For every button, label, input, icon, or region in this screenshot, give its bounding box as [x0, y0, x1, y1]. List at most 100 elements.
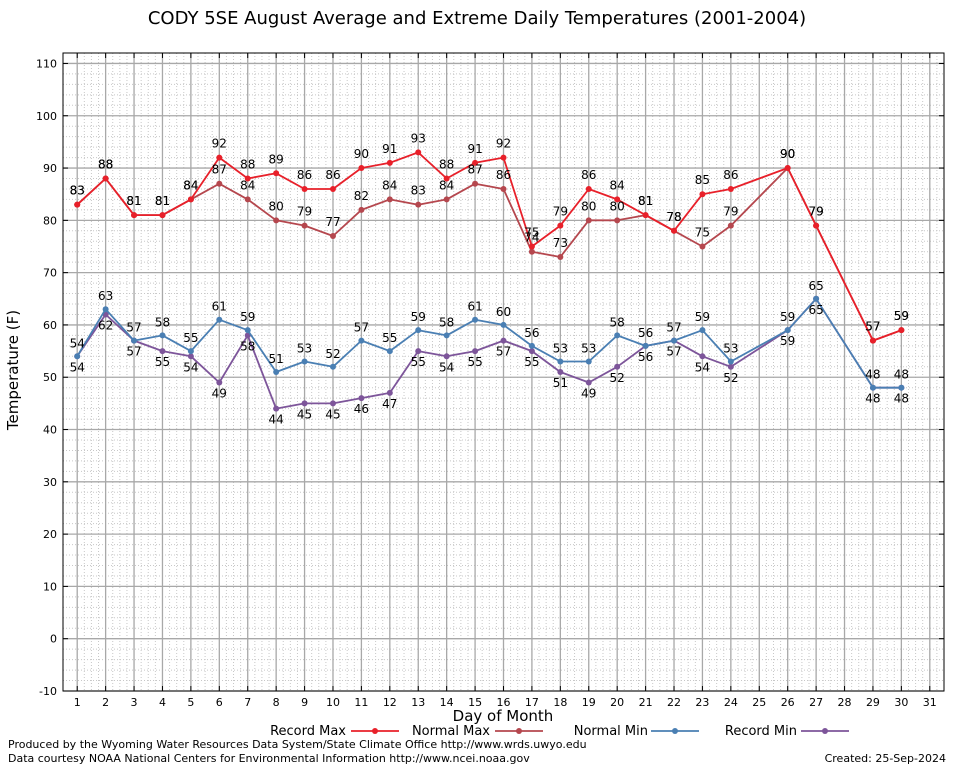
record-min-point	[216, 379, 223, 386]
x-tick-label: 12	[383, 696, 397, 709]
record-min-data-label: 49	[581, 386, 596, 400]
normal-min-data-label: 61	[212, 300, 227, 314]
record-min-data-label: 49	[212, 386, 227, 400]
record-max-data-label: 93	[411, 131, 426, 145]
record-min-point	[415, 348, 422, 355]
record-max-data-label: 84	[610, 178, 625, 192]
record-max-data-label: 86	[723, 168, 738, 182]
normal-max-point	[585, 217, 592, 224]
x-tick-label: 2	[102, 696, 109, 709]
x-tick-label: 28	[838, 696, 852, 709]
record-min-point	[614, 363, 621, 370]
record-max-point	[869, 337, 876, 344]
normal-max-data-label: 75	[695, 225, 710, 239]
normal-max-data-label: 86	[496, 168, 511, 182]
normal-min-point	[273, 369, 280, 375]
normal-min-data-label: 58	[155, 315, 170, 329]
record-min-data-label: 57	[496, 345, 511, 359]
record-max-point	[528, 243, 535, 250]
normal-min-point	[74, 353, 81, 360]
normal-min-point	[642, 342, 649, 349]
record-max-point	[329, 185, 336, 192]
normal-min-data-label: 57	[354, 321, 369, 335]
y-tick-label: 90	[43, 162, 57, 175]
x-tick-label: 21	[639, 696, 653, 709]
normal-min-data-label: 57	[126, 321, 141, 335]
series-group	[74, 149, 905, 412]
record-min-data-label: 55	[411, 355, 426, 369]
x-tick-label: 24	[724, 696, 738, 709]
normal-min-point	[187, 348, 194, 355]
normal-min-data-label: 59	[695, 310, 710, 324]
record-min-data-label: 65	[808, 303, 823, 317]
legend: Record Max Normal Max Normal Min Record Min	[270, 724, 849, 739]
x-tick-label: 15	[468, 696, 482, 709]
record-min-data-label: 58	[240, 339, 255, 353]
x-tick-label: 29	[866, 696, 880, 709]
record-min-point	[386, 389, 393, 396]
record-min-data-label: 45	[325, 407, 340, 421]
normal-min-point	[159, 332, 166, 339]
normal-max-point	[301, 222, 308, 229]
normal-min-data-label: 52	[325, 347, 340, 361]
normal-max-data-label: 74	[524, 231, 539, 245]
record-min-data-label: 48	[894, 392, 909, 406]
record-max-point	[472, 159, 479, 166]
data-labels: 83 88 81 81 84 92 88 89 86 86 90 91 93 88 91 92 75 79 86 84…	[70, 131, 909, 426]
record-max-data-label: 78	[666, 210, 681, 224]
normal-min-data-label: 59	[411, 310, 426, 324]
legend-label-normal-min: Normal Min	[574, 724, 648, 739]
record-max-point	[443, 175, 450, 182]
record-min-point	[472, 348, 479, 355]
normal-max-point	[415, 201, 422, 208]
x-tick-label: 10	[326, 696, 340, 709]
record-max-data-label: 57	[865, 320, 880, 334]
y-tick-label: -10	[39, 685, 57, 698]
record-max-point	[784, 165, 791, 172]
y-axis-title: Temperature (F)	[4, 310, 22, 431]
y-tick-label: 20	[43, 528, 57, 541]
record-max-data-label: 91	[467, 142, 482, 156]
x-tick-label: 6	[216, 696, 223, 709]
record-max-data-label: 88	[240, 158, 255, 172]
credit-line-1: Produced by the Wyoming Water Resources …	[8, 738, 587, 751]
normal-min-point	[813, 295, 820, 302]
normal-max-data-label: 80	[610, 199, 625, 213]
record-min-data-label: 51	[553, 376, 568, 390]
record-min-data-label: 45	[297, 407, 312, 421]
record-min-data-label: 54	[695, 360, 710, 374]
record-max-data-label: 84	[183, 178, 198, 192]
record-min-data-label: 52	[723, 371, 738, 385]
normal-max-data-label: 87	[212, 163, 227, 177]
normal-max-data-label: 78	[666, 210, 681, 224]
normal-min-data-label: 59	[780, 310, 795, 324]
record-max-point	[557, 222, 564, 229]
record-min-data-label: 55	[155, 355, 170, 369]
normal-max-data-label: 57	[865, 320, 880, 334]
normal-min-data-label: 48	[865, 368, 880, 382]
record-max-point	[102, 175, 109, 182]
record-max-data-label: 92	[212, 137, 227, 151]
normal-max-data-label: 81	[126, 194, 141, 208]
record-max-point	[273, 170, 280, 177]
normal-max-point	[699, 243, 706, 250]
normal-max-line	[76, 167, 902, 342]
record-max-data-label: 89	[269, 152, 284, 166]
normal-max-data-label: 83	[411, 184, 426, 198]
record-min-data-label: 52	[610, 371, 625, 385]
y-tick-label: 0	[50, 633, 57, 646]
record-max-data-label: 88	[439, 158, 454, 172]
normal-max-data-label: 84	[183, 178, 198, 192]
record-max-data-label: 86	[325, 168, 340, 182]
record-max-point	[500, 154, 507, 161]
normal-min-point	[329, 363, 336, 370]
normal-min-point	[472, 316, 479, 323]
record-min-point	[699, 353, 706, 360]
record-min-point	[329, 400, 336, 407]
record-min-data-label: 54	[70, 360, 85, 374]
record-min-point	[273, 405, 280, 412]
record-min-point	[358, 395, 365, 402]
record-max-data-label: 86	[581, 168, 596, 182]
x-tick-label: 20	[610, 696, 624, 709]
